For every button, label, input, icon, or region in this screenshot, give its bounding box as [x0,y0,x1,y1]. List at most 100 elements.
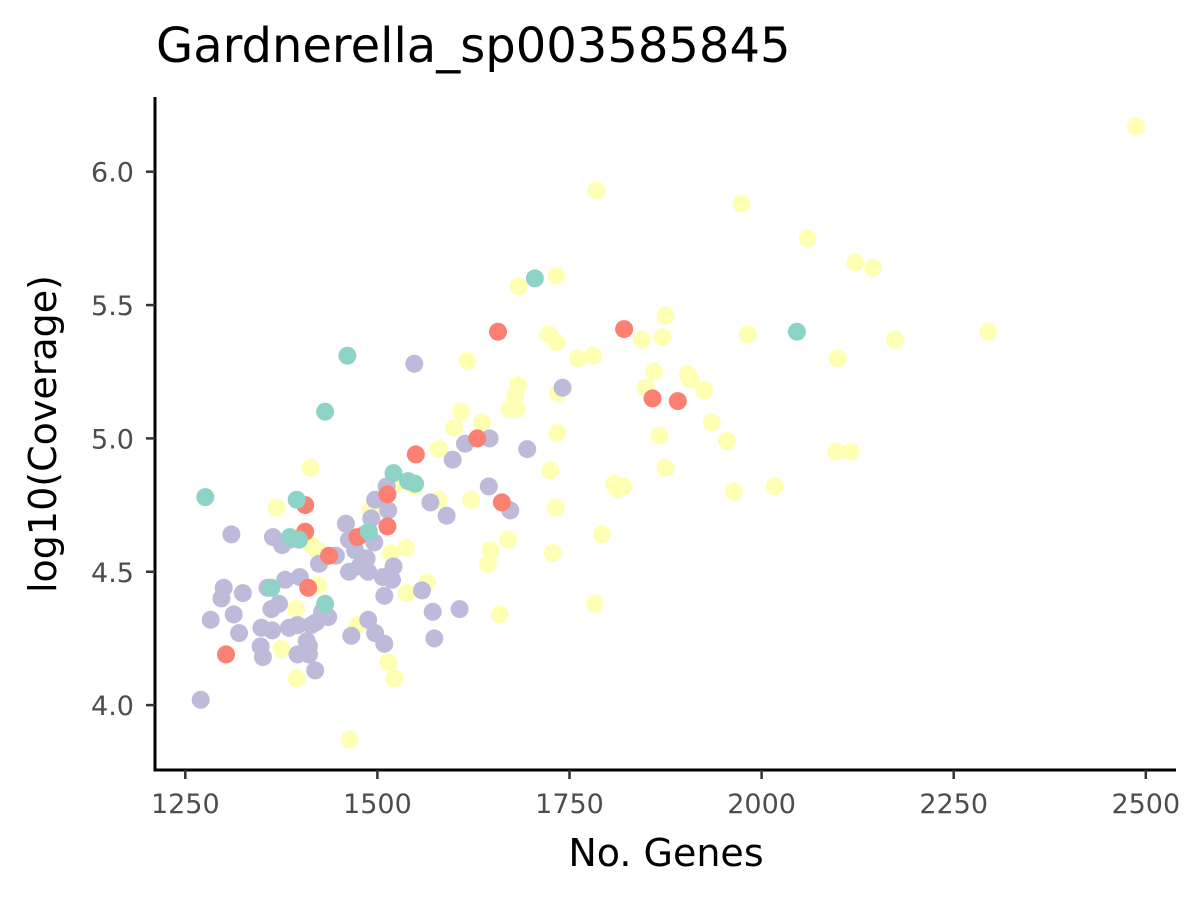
scatter-point [384,557,403,576]
scatter-point [320,546,338,565]
scatter-point [472,413,491,432]
scatter-point [379,653,398,672]
scatter-point [340,730,359,749]
scatter-point [828,349,847,368]
scatter-point [359,522,378,541]
scatter-point [479,477,498,496]
scatter-point [385,669,404,688]
scatter-point [702,413,721,432]
scatter-point [458,352,477,371]
scatter-point [191,690,210,709]
scatter-point [421,493,440,512]
scatter-point [864,258,882,277]
scatter-point [827,442,846,461]
scatter-point [585,594,604,613]
scatter-point [230,624,249,643]
points-layer [191,117,1145,749]
x-tick-label: 1750 [535,789,604,820]
x-axis: 1250 1500 1750 2000 2250 2500 [151,768,1180,820]
scatter-point [316,594,335,613]
scatter-point [462,490,481,509]
scatter-point [336,514,355,533]
scatter-point [548,424,567,443]
scatter-point [681,370,700,389]
scatter-point [724,482,743,501]
y-tick-label: 4.5 [91,558,134,589]
scatter-point [306,661,325,680]
scatter-point [340,562,358,581]
x-tick-label: 2500 [1111,789,1180,820]
scatter-point [262,600,281,619]
scatter-point [507,400,526,419]
scatter-point [668,392,687,411]
scatter-point [406,445,425,464]
scatter-point [798,229,817,248]
scatter-point [287,669,306,688]
scatter-point [653,328,672,347]
scatter-point [287,490,306,509]
x-tick-label: 1500 [343,789,412,820]
scatter-point [338,346,357,365]
scatter-point [423,602,442,621]
scatter-point [452,402,471,421]
scatter-point [375,586,394,605]
scatter-point [212,589,231,608]
scatter-point [342,626,361,645]
scatter-point [615,320,634,339]
scatter-point [437,506,456,525]
scatter-point [375,634,394,653]
scatter-point [587,181,606,200]
scatter-point [656,458,675,477]
scatter-point [738,325,757,344]
scatter-point [233,584,252,603]
scatter-point [406,474,425,493]
scatter-point [509,277,528,296]
scatter-point [222,525,241,544]
scatter-point [547,266,566,285]
scatter-point [379,501,398,520]
scatter-point [979,322,998,341]
scatter-point [253,648,272,667]
scatter-point [765,477,784,496]
scatter-point [614,477,633,496]
scatter-point [553,378,572,397]
scatter-point [732,194,751,213]
scatter-point [290,530,308,549]
scatter-point [362,509,381,528]
scatter-point [429,440,448,459]
scatter-point [489,322,507,341]
scatter-point [468,429,487,448]
scatter-point [301,458,320,477]
scatter-point [286,600,305,619]
scatter-point [546,498,565,517]
scatter-point [384,464,403,483]
scatter-point [490,605,509,624]
scatter-point [592,525,611,544]
scatter-point [359,610,378,629]
scatter-point [643,389,662,408]
scatter-point [492,493,511,512]
x-tick-label: 2250 [919,789,988,820]
chart-title: Gardnerella_sp003585845 [156,18,791,74]
scatter-point [547,333,566,352]
scatter-point [656,306,675,325]
scatter-point [272,640,291,659]
scatter-point [632,330,651,349]
scatter-point [425,629,444,648]
y-axis: 4.0 4.5 5.0 5.5 6.0 [91,97,157,771]
scatter-point [584,346,603,365]
scatter-point [252,618,271,637]
scatter-point [196,488,215,507]
x-tick-label: 1250 [151,789,220,820]
scatter-point [306,613,325,632]
scatter-point [543,544,562,563]
scatter-point [450,600,469,619]
scatter-point [499,530,517,549]
scatter-point [445,418,464,437]
scatter-point [481,541,500,560]
scatter-point [276,570,295,589]
scatter-point [299,578,318,597]
scatter-point [886,330,905,349]
scatter-point [396,538,415,557]
